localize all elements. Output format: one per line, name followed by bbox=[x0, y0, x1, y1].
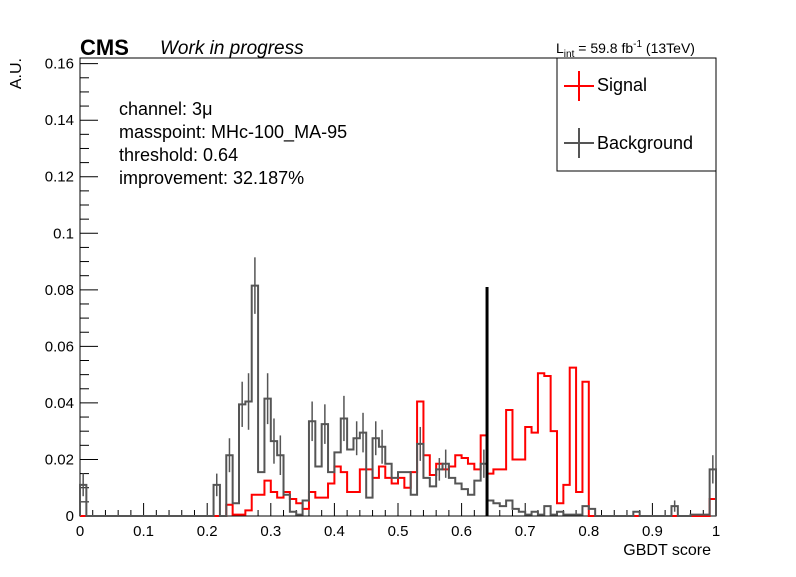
signal-histogram bbox=[80, 366, 717, 517]
legend-signal-label: Signal bbox=[597, 75, 647, 95]
legend-background-marker bbox=[564, 128, 594, 158]
y-tick-label: 0.02 bbox=[45, 451, 74, 468]
lumi-value: = 59.8 fb bbox=[574, 40, 633, 56]
x-tick-label: 0.9 bbox=[642, 523, 663, 540]
x-tick-label: 0.1 bbox=[133, 523, 154, 540]
y-axis-tick-labels: 0 0.02 0.04 0.06 0.08 0.1 0.12 0.14 0.16 bbox=[45, 56, 74, 525]
lumi-prefix: L bbox=[556, 40, 564, 56]
x-tick-label: 0.4 bbox=[324, 523, 345, 540]
x-tick-label: 0.3 bbox=[260, 523, 281, 540]
x-tick-label: 0.6 bbox=[451, 523, 472, 540]
background-series bbox=[79, 257, 717, 517]
lumi-label: Lint = 59.8 fb-1 (13TeV) bbox=[556, 39, 695, 60]
legend-background-label: Background bbox=[597, 133, 693, 153]
y-axis-label: A.U. bbox=[8, 58, 25, 89]
y-tick-label: 0.06 bbox=[45, 338, 74, 355]
signal-series bbox=[80, 366, 717, 517]
x-axis-label: GBDT score bbox=[623, 542, 711, 559]
legend-box bbox=[556, 57, 717, 172]
x-axis-ticks bbox=[79, 503, 717, 516]
y-tick-label: 0.08 bbox=[45, 282, 74, 299]
y-axis-ticks bbox=[80, 63, 98, 517]
background-histogram bbox=[79, 284, 717, 517]
lumi-subscript: int bbox=[564, 49, 575, 60]
x-tick-label: 0.2 bbox=[197, 523, 218, 540]
y-tick-label: 0 bbox=[66, 508, 74, 525]
info-improvement: improvement: 32.187% bbox=[119, 168, 304, 188]
y-tick-label: 0.14 bbox=[45, 112, 74, 129]
x-tick-label: 0.7 bbox=[515, 523, 536, 540]
y-tick-label: 0.12 bbox=[45, 169, 74, 186]
x-tick-label: 1 bbox=[712, 523, 720, 540]
y-tick-label: 0.04 bbox=[45, 395, 74, 412]
lumi-superscript: -1 bbox=[633, 39, 642, 50]
x-tick-label: 0.8 bbox=[578, 523, 599, 540]
lumi-energy: (13TeV) bbox=[642, 40, 695, 56]
cms-label: CMS bbox=[80, 35, 129, 60]
info-channel: channel: 3μ bbox=[119, 99, 212, 119]
x-axis-tick-labels: 0 0.1 0.2 0.3 0.4 0.5 0.6 0.7 0.8 0.9 1 bbox=[76, 523, 720, 540]
legend-signal-marker bbox=[564, 71, 594, 101]
x-tick-label: 0 bbox=[76, 523, 84, 540]
info-masspoint: masspoint: MHc-100_MA-95 bbox=[119, 122, 347, 143]
y-tick-label: 0.16 bbox=[45, 56, 74, 73]
status-label: Work in progress bbox=[160, 38, 304, 59]
info-threshold: threshold: 0.64 bbox=[119, 145, 238, 165]
x-tick-label: 0.5 bbox=[388, 523, 409, 540]
legend: Signal Background bbox=[556, 57, 717, 172]
y-tick-label: 0.1 bbox=[53, 225, 74, 242]
